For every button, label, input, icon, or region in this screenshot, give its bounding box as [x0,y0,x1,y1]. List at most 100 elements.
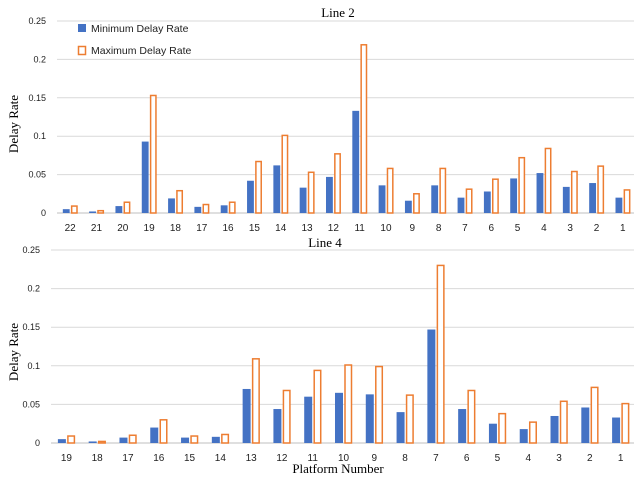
bar-maximum-7 [436,264,445,444]
x-tick-label: 17 [196,223,208,234]
bar-maximum-13 [307,171,315,214]
x-tick-label: 13 [246,453,258,464]
legend-item-minimum: Minimum Delay Rate [78,23,189,35]
y-tick-label: 0.25 [28,16,46,26]
x-tick-label: 22 [65,223,77,234]
chart-title: Line 4 [308,235,342,250]
bar-minimum-17 [194,206,202,213]
chart-line-4: Line 4 Delay Rate Platform Number 0 0.05 0… [6,235,634,476]
bar-maximum-8 [439,167,447,214]
bar-maximum-19 [149,94,157,214]
bar-maximum-18 [97,440,106,444]
bar-minimum-16 [150,427,159,443]
bar-maximum-14 [281,134,289,214]
bar-minimum-14 [211,436,220,443]
legend-swatch-minimum [78,24,86,32]
bar-maximum-16 [159,419,168,444]
x-tick-label: 11 [354,223,365,234]
bar-maximum-18 [176,189,184,214]
x-tick-label: 21 [91,223,103,234]
x-tick-label: 3 [556,453,562,464]
y-tick-label: 0.15 [22,322,40,332]
bar-maximum-12 [282,389,291,444]
y-tick-label: 0.25 [22,245,40,255]
bar-maximum-9 [375,365,384,444]
y-tick-label: 0.2 [33,54,46,64]
bar-minimum-19 [57,439,66,443]
bar-minimum-7 [427,329,436,443]
bar-minimum-3 [550,415,559,443]
legend-label-minimum: Minimum Delay Rate [91,23,189,35]
bar-maximum-10 [344,364,353,444]
x-tick-label: 12 [276,453,288,464]
bar-minimum-2 [581,407,590,443]
bar-minimum-19 [141,141,149,213]
y-tick-label: 0.1 [27,361,40,371]
bar-minimum-18 [168,198,175,213]
x-tick-label: 9 [372,453,378,464]
x-tick-label: 14 [275,223,287,234]
bar-maximum-5 [498,412,507,444]
x-tick-label: 16 [153,453,165,464]
chart-line-2: Line 2 Delay Rate Minimum Delay Rate Max… [6,5,634,234]
bar-minimum-13 [299,187,307,213]
x-tick-label: 12 [328,223,340,234]
x-tick-label: 3 [567,223,573,234]
y-tick-label: 0.05 [22,399,40,409]
bar-minimum-9 [404,200,412,213]
bar-minimum-15 [181,437,190,443]
y-axis-label: Delay Rate [6,95,21,153]
legend-label-maximum: Maximum Delay Rate [91,45,192,57]
bar-minimum-4 [519,429,528,443]
legend-item-maximum: Maximum Delay Rate [77,45,192,57]
bar-minimum-4 [536,173,544,213]
bar-minimum-7 [457,197,465,213]
legend: Minimum Delay Rate Maximum Delay Rate [77,23,192,57]
x-tick-label: 15 [184,453,196,464]
x-tick-label: 7 [433,453,439,464]
bar-minimum-12 [273,409,282,443]
y-tick-label: 0 [41,208,46,218]
bar-maximum-1 [621,402,630,444]
bar-maximum-3 [570,170,578,214]
bar-minimum-5 [510,178,518,213]
bar-minimum-13 [242,388,251,443]
chart-title: Line 2 [321,5,355,20]
bar-minimum-6 [458,409,467,443]
bar-maximum-9 [413,193,420,214]
bar-maximum-7 [465,188,473,214]
bar-minimum-2 [589,183,597,213]
y-tick-label: 0.2 [27,284,40,294]
bar-minimum-18 [88,441,97,443]
x-tick-label: 8 [402,453,408,464]
bar-minimum-11 [304,396,313,443]
bar-maximum-17 [202,203,210,214]
bar-maximum-2 [590,386,599,444]
x-tick-label: 4 [541,223,547,234]
x-tick-label: 19 [144,223,156,234]
bar-maximum-15 [190,435,199,444]
bar-minimum-1 [612,417,621,443]
x-tick-label: 5 [515,223,521,234]
legend-swatch-maximum [77,45,87,56]
y-tick-label: 0.15 [28,93,46,103]
bar-minimum-12 [325,176,333,213]
x-tick-label: 13 [301,223,313,234]
bar-maximum-6 [492,178,499,214]
y-axis-label: Delay Rate [6,323,21,381]
x-tick-label: 5 [495,453,501,464]
bar-minimum-14 [273,165,281,213]
bar-maximum-17 [128,434,137,444]
bar-minimum-16 [220,205,228,213]
x-tick-label: 16 [223,223,235,234]
bar-maximum-20 [123,201,131,214]
bar-minimum-1 [615,197,623,213]
bar-minimum-3 [562,186,570,213]
x-tick-label: 9 [410,223,416,234]
bar-maximum-12 [334,153,341,214]
x-tick-label: 19 [61,453,73,464]
bar-minimum-21 [89,211,96,213]
x-tick-label: 8 [436,223,442,234]
